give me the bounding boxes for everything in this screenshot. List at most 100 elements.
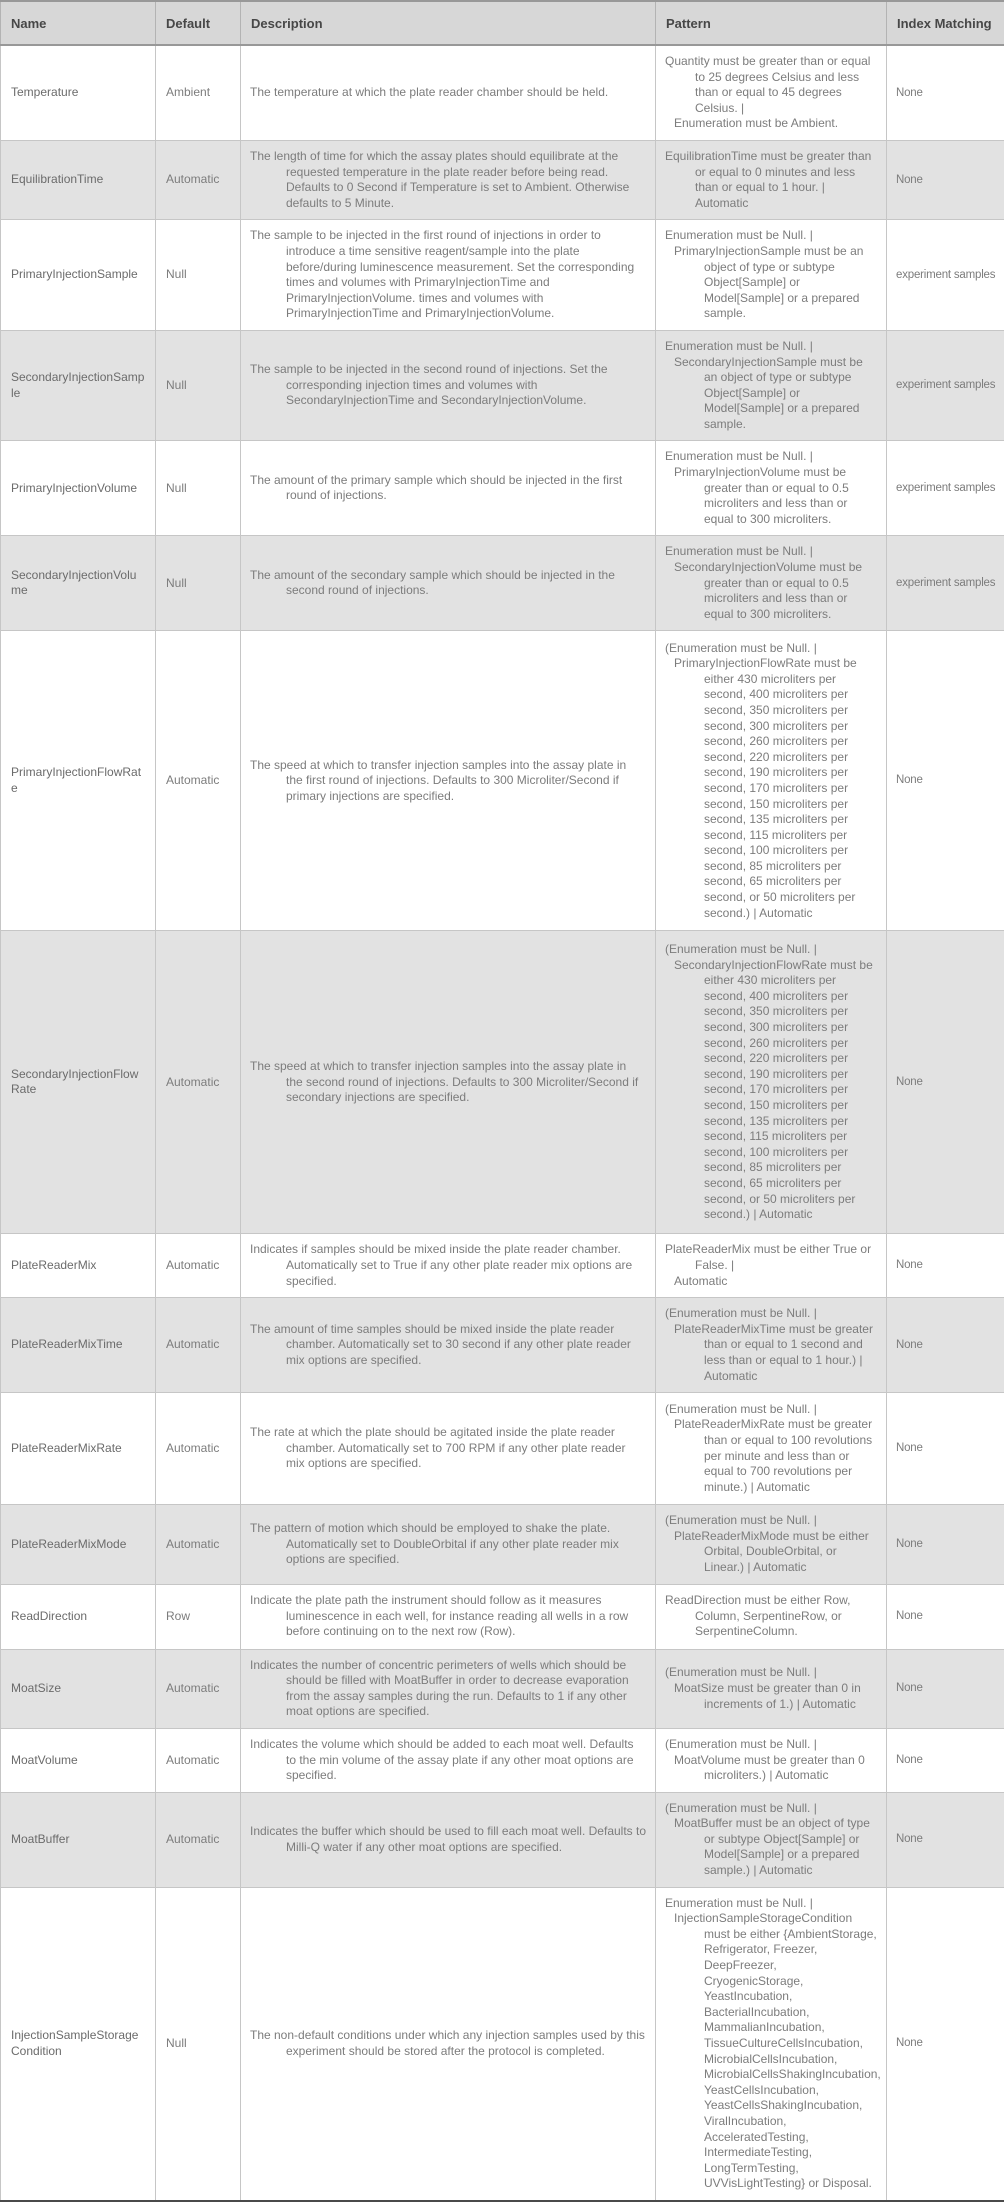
cell-description: The non-default conditions under which a…: [241, 1887, 656, 2201]
pattern-segment: (Enumeration must be Null. |: [665, 942, 877, 958]
pattern-segment: Enumeration must be Null. |: [665, 339, 877, 355]
cell-default-value: Automatic: [156, 1792, 241, 1887]
pattern-segment: PlateReaderMixTime must be greater than …: [674, 1322, 877, 1384]
table-row: PlateReaderMixMode Automatic The pattern…: [1, 1505, 1004, 1584]
description-text: The temperature at which the plate reade…: [250, 85, 646, 101]
cell-pattern: ReadDirection must be either Row, Column…: [656, 1584, 887, 1649]
cell-description: The speed at which to transfer injection…: [241, 931, 656, 1234]
cell-default-value: Automatic: [156, 1728, 241, 1792]
cell-pattern: PlateReaderMix must be either True or Fa…: [656, 1234, 887, 1298]
column-header-index-matching: Index Matching: [887, 1, 1004, 45]
cell-pattern: Enumeration must be Null. |SecondaryInje…: [656, 536, 887, 631]
table-row: InjectionSampleStorageCondition Null The…: [1, 1887, 1004, 2201]
cell-description: The pattern of motion which should be em…: [241, 1505, 656, 1584]
pattern-segment: Automatic: [674, 1274, 877, 1290]
cell-option-name: SecondaryInjectionVolume: [1, 536, 156, 631]
column-header-pattern: Pattern: [656, 1, 887, 45]
pattern-segment: PrimaryInjectionVolume must be greater t…: [674, 465, 877, 527]
table-row: SecondaryInjectionVolume Null The amount…: [1, 536, 1004, 631]
pattern-segment: ReadDirection must be either Row, Column…: [665, 1593, 877, 1640]
table-row: Temperature Ambient The temperature at w…: [1, 45, 1004, 140]
cell-index-matching: None: [887, 1234, 1004, 1298]
pattern-segment: PrimaryInjectionFlowRate must be either …: [674, 656, 877, 921]
pattern-segment: Quantity must be greater than or equal t…: [665, 54, 877, 116]
cell-description: Indicate the plate path the instrument s…: [241, 1584, 656, 1649]
table-row: ReadDirection Row Indicate the plate pat…: [1, 1584, 1004, 1649]
cell-option-name: EquilibrationTime: [1, 140, 156, 219]
column-header-description: Description: [241, 1, 656, 45]
pattern-segment: InjectionSampleStorageCondition must be …: [674, 1911, 877, 2192]
pattern-segment: MoatBuffer must be an object of type or …: [674, 1816, 877, 1878]
cell-index-matching: None: [887, 931, 1004, 1234]
column-header-default: Default: [156, 1, 241, 45]
cell-index-matching: experiment samples: [887, 441, 1004, 536]
cell-description: The amount of the secondary sample which…: [241, 536, 656, 631]
cell-default-value: Automatic: [156, 1234, 241, 1298]
cell-pattern: (Enumeration must be Null. |PlateReaderM…: [656, 1393, 887, 1505]
cell-default-value: Null: [156, 330, 241, 441]
cell-option-name: PlateReaderMixRate: [1, 1393, 156, 1505]
table-row: PlateReaderMix Automatic Indicates if sa…: [1, 1234, 1004, 1298]
pattern-segment: (Enumeration must be Null. |: [665, 1402, 877, 1418]
pattern-segment: (Enumeration must be Null. |: [665, 1665, 877, 1681]
cell-default-value: Automatic: [156, 140, 241, 219]
pattern-segment: Enumeration must be Null. |: [665, 1896, 877, 1912]
pattern-segment: Enumeration must be Null. |: [665, 228, 877, 244]
cell-description: Indicates the buffer which should be use…: [241, 1792, 656, 1887]
pattern-segment: EquilibrationTime must be greater than o…: [665, 149, 877, 211]
description-text: Indicates the number of concentric perim…: [250, 1658, 646, 1720]
cell-default-value: Automatic: [156, 1505, 241, 1584]
table-row: MoatVolume Automatic Indicates the volum…: [1, 1728, 1004, 1792]
description-text: The sample to be injected in the first r…: [250, 228, 646, 322]
cell-index-matching: None: [887, 1792, 1004, 1887]
cell-option-name: MoatSize: [1, 1649, 156, 1728]
table-row: PrimaryInjectionVolume Null The amount o…: [1, 441, 1004, 536]
cell-pattern: Quantity must be greater than or equal t…: [656, 45, 887, 140]
cell-index-matching: None: [887, 1649, 1004, 1728]
pattern-segment: MoatVolume must be greater than 0 microl…: [674, 1753, 877, 1784]
description-text: Indicates if samples should be mixed ins…: [250, 1242, 646, 1289]
table-row: PlateReaderMixRate Automatic The rate at…: [1, 1393, 1004, 1505]
cell-index-matching: None: [887, 1584, 1004, 1649]
pattern-segment: PlateReaderMix must be either True or Fa…: [665, 1242, 877, 1273]
table-row: MoatSize Automatic Indicates the number …: [1, 1649, 1004, 1728]
cell-default-value: Null: [156, 1887, 241, 2201]
cell-default-value: Null: [156, 220, 241, 331]
description-text: Indicate the plate path the instrument s…: [250, 1593, 646, 1640]
cell-index-matching: None: [887, 631, 1004, 931]
pattern-segment: (Enumeration must be Null. |: [665, 641, 877, 657]
cell-pattern: (Enumeration must be Null. |MoatSize mus…: [656, 1649, 887, 1728]
pattern-segment: PlateReaderMixRate must be greater than …: [674, 1417, 877, 1495]
cell-default-value: Null: [156, 536, 241, 631]
cell-index-matching: None: [887, 1393, 1004, 1505]
cell-description: Indicates if samples should be mixed ins…: [241, 1234, 656, 1298]
cell-description: The sample to be injected in the first r…: [241, 220, 656, 331]
cell-pattern: (Enumeration must be Null. |PlateReaderM…: [656, 1298, 887, 1393]
cell-default-value: Automatic: [156, 1393, 241, 1505]
cell-option-name: PlateReaderMixMode: [1, 1505, 156, 1584]
description-text: The speed at which to transfer injection…: [250, 1059, 646, 1106]
header-row: Name Default Description Pattern Index M…: [1, 1, 1004, 45]
cell-pattern: EquilibrationTime must be greater than o…: [656, 140, 887, 219]
pattern-segment: SecondaryInjectionFlowRate must be eithe…: [674, 958, 877, 1223]
cell-description: The length of time for which the assay p…: [241, 140, 656, 219]
cell-option-name: PrimaryInjectionSample: [1, 220, 156, 331]
cell-pattern: (Enumeration must be Null. |MoatVolume m…: [656, 1728, 887, 1792]
cell-description: The rate at which the plate should be ag…: [241, 1393, 656, 1505]
table-row: SecondaryInjectionSample Null The sample…: [1, 330, 1004, 441]
description-text: The amount of the primary sample which s…: [250, 473, 646, 504]
cell-index-matching: experiment samples: [887, 536, 1004, 631]
cell-option-name: ReadDirection: [1, 1584, 156, 1649]
pattern-segment: Enumeration must be Ambient.: [674, 116, 877, 132]
pattern-segment: Enumeration must be Null. |: [665, 449, 877, 465]
cell-index-matching: experiment samples: [887, 220, 1004, 331]
cell-description: The sample to be injected in the second …: [241, 330, 656, 441]
table-row: SecondaryInjectionFlowRate Automatic The…: [1, 931, 1004, 1234]
pattern-segment: SecondaryInjectionVolume must be greater…: [674, 560, 877, 622]
cell-option-name: MoatBuffer: [1, 1792, 156, 1887]
pattern-segment: (Enumeration must be Null. |: [665, 1513, 877, 1529]
cell-index-matching: None: [887, 1728, 1004, 1792]
pattern-segment: Enumeration must be Null. |: [665, 544, 877, 560]
cell-default-value: Ambient: [156, 45, 241, 140]
